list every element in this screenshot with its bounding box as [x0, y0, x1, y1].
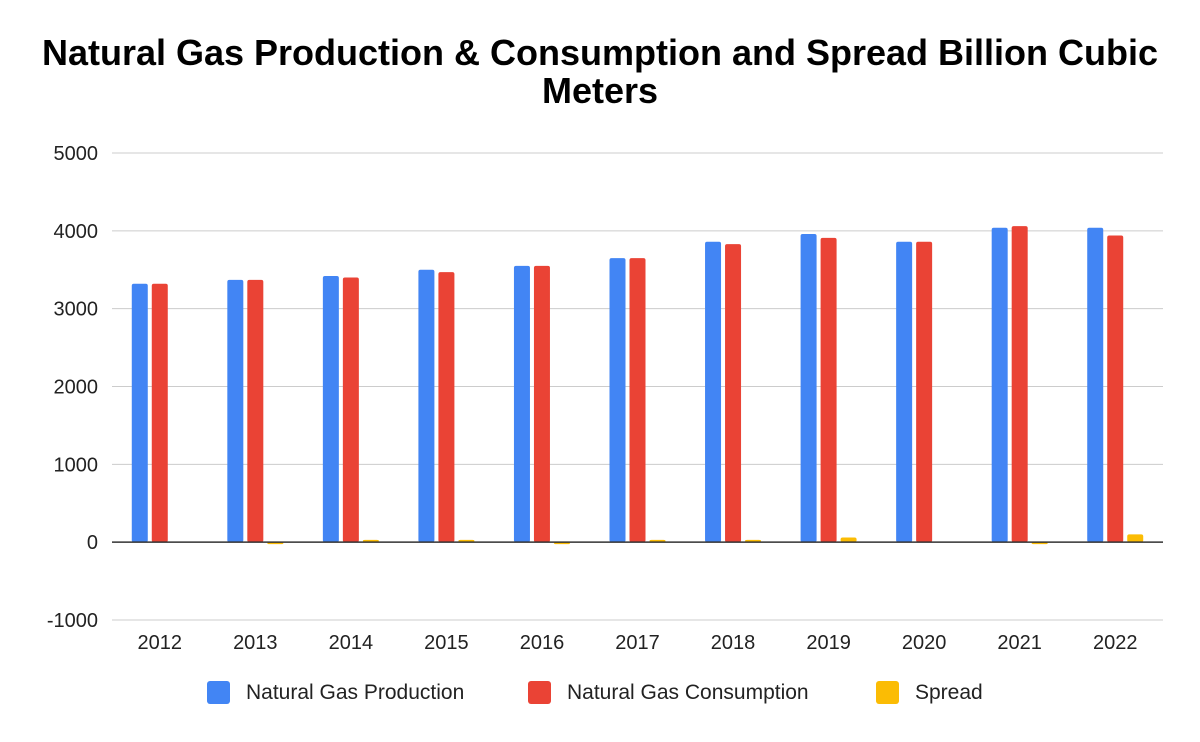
x-tick-label: 2018: [711, 632, 756, 654]
bar-natural-gas-production-2013: [227, 279, 244, 543]
bar-natural-gas-consumption-2017: [629, 258, 646, 543]
bar-natural-gas-consumption-2016: [533, 265, 550, 543]
x-tick-label: 2020: [902, 632, 947, 654]
x-tick-label: 2021: [997, 632, 1042, 654]
bar-natural-gas-production-2022: [1087, 227, 1104, 543]
y-tick-label: 3000: [54, 299, 99, 321]
chart-title: Natural Gas Production & Consumption and…: [41, 32, 1159, 111]
legend-swatch: [207, 681, 230, 704]
x-tick-label: 2013: [233, 632, 278, 654]
legend-item: Spread: [876, 681, 983, 704]
y-tick-label: 1000: [54, 454, 99, 476]
bar-natural-gas-consumption-2021: [1011, 226, 1028, 543]
bar-natural-gas-production-2014: [322, 275, 339, 543]
legend-label: Natural Gas Production: [246, 681, 464, 704]
x-tick-label: 2014: [329, 632, 374, 654]
y-tick-label: 2000: [54, 377, 99, 399]
y-tick-label: 4000: [54, 221, 99, 243]
x-tick-label: 2012: [138, 632, 183, 654]
bar-natural-gas-production-2017: [609, 258, 626, 543]
bar-natural-gas-production-2012: [131, 283, 148, 543]
x-tick-label: 2022: [1093, 632, 1138, 654]
x-tick-label: 2019: [806, 632, 851, 654]
bar-natural-gas-production-2016: [513, 265, 530, 543]
bar-natural-gas-production-2015: [418, 269, 435, 543]
bar-natural-gas-production-2020: [896, 241, 913, 543]
x-axis-labels: 2012 2013 2014 2015 2016 2017 2018 2019 2020 2021…: [138, 632, 1138, 654]
bar-natural-gas-consumption-2013: [247, 279, 264, 543]
bar-spread-2019: [840, 537, 857, 543]
bar-natural-gas-consumption-2018: [725, 244, 742, 543]
y-axis-labels: -1000 0 1000 2000 3000 4000 5000: [47, 143, 98, 632]
x-tick-label: 2017: [615, 632, 660, 654]
legend-swatch: [876, 681, 899, 704]
x-tick-label: 2016: [520, 632, 565, 654]
bars: [131, 226, 1144, 545]
x-tick-label: 2015: [424, 632, 469, 654]
bar-natural-gas-consumption-2020: [916, 241, 933, 543]
bar-natural-gas-consumption-2012: [151, 283, 168, 543]
legend-label: Spread: [915, 681, 983, 704]
legend-item: Natural Gas Consumption: [528, 681, 809, 704]
bar-spread-2022: [1127, 534, 1144, 543]
y-tick-label: 5000: [54, 143, 99, 165]
bar-natural-gas-consumption-2019: [820, 237, 837, 543]
legend: Natural Gas Production Natural Gas Consum…: [207, 681, 983, 704]
legend-label: Natural Gas Consumption: [567, 681, 809, 704]
bar-natural-gas-consumption-2022: [1107, 235, 1124, 543]
bar-natural-gas-consumption-2015: [438, 272, 455, 543]
bar-natural-gas-production-2018: [705, 241, 722, 543]
legend-swatch: [528, 681, 551, 704]
bar-natural-gas-production-2021: [991, 227, 1008, 543]
bar-natural-gas-consumption-2014: [342, 277, 359, 543]
y-tick-label: 0: [87, 532, 98, 554]
bar-natural-gas-production-2019: [800, 233, 817, 543]
legend-item: Natural Gas Production: [207, 681, 464, 704]
y-tick-label: -1000: [47, 610, 98, 632]
